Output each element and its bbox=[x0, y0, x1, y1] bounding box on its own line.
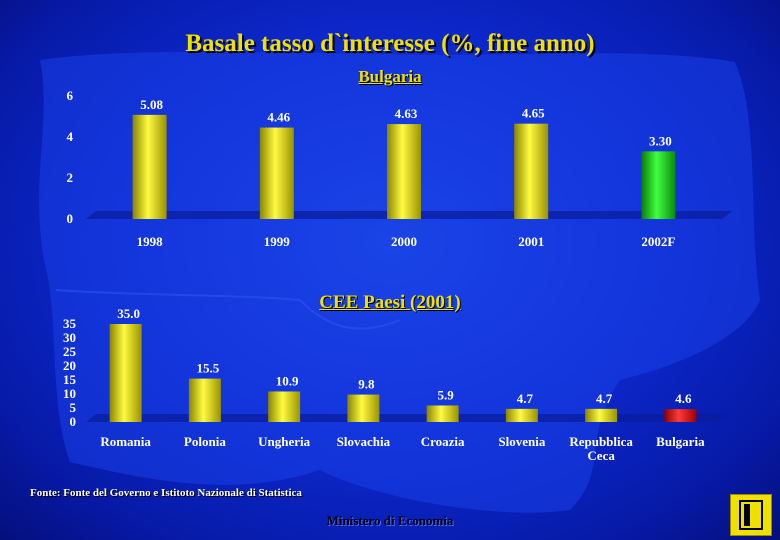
chart1-data-label: 4.63 bbox=[395, 106, 418, 121]
chart2-data-label: 4.6 bbox=[675, 391, 692, 406]
end-show-button[interactable] bbox=[730, 494, 772, 536]
chart2-ytick: 15 bbox=[63, 372, 77, 387]
chart1-data-label: 3.30 bbox=[649, 133, 672, 148]
chart2-bar bbox=[664, 409, 697, 422]
chart1-bar bbox=[514, 123, 549, 219]
chart1-category-label: 2002F bbox=[641, 234, 675, 249]
chart2-floor bbox=[86, 414, 730, 422]
chart2-ytick: 5 bbox=[70, 400, 77, 415]
chart2-data-label: 35.0 bbox=[117, 306, 140, 321]
chart2-bar bbox=[505, 408, 538, 422]
chart-title-cee: CEE Paesi (2001) bbox=[319, 292, 461, 313]
chart2-category-label: Ungheria bbox=[258, 434, 311, 449]
chart2-bar bbox=[268, 391, 301, 422]
chart2-data-label: 4.7 bbox=[596, 391, 613, 406]
chart1-bar bbox=[132, 114, 167, 219]
chart1-category-label: 2001 bbox=[518, 234, 544, 249]
chart2-bar bbox=[347, 394, 380, 422]
chart2-bar bbox=[109, 324, 142, 422]
chart2-ytick: 25 bbox=[63, 344, 77, 359]
chart2-category-label: Polonia bbox=[184, 434, 226, 449]
chart1-category-label: 1998 bbox=[137, 234, 164, 249]
chart1-category-label: 2000 bbox=[391, 234, 417, 249]
chart2-bar bbox=[585, 408, 618, 422]
source-note: Fonte: Fonte del Governo e Istitoto Nazi… bbox=[30, 487, 302, 499]
chart1-ytick: 6 bbox=[67, 88, 74, 103]
chart1-ytick: 4 bbox=[67, 129, 74, 144]
chart2-category-label: Repubblica Ceca bbox=[569, 434, 633, 463]
chart2-ytick: 30 bbox=[63, 330, 76, 345]
chart2-ytick: 20 bbox=[63, 358, 76, 373]
chart2-category-label: Croazia bbox=[421, 434, 465, 449]
chart1-data-label: 4.46 bbox=[267, 110, 290, 125]
chart1-data-label: 4.65 bbox=[522, 106, 545, 121]
chart1-bar bbox=[387, 124, 421, 219]
slide-title: Basale tasso d`interesse (%, fine anno) bbox=[185, 30, 595, 57]
chart1-bar bbox=[259, 127, 294, 219]
chart1-ytick: 0 bbox=[67, 211, 74, 226]
chart2-ytick: 0 bbox=[70, 414, 77, 429]
chart2-data-label: 4.7 bbox=[517, 391, 534, 406]
chart2-bar bbox=[426, 405, 459, 422]
chart2-category-label: Romania bbox=[100, 434, 151, 449]
chart2-data-label: 9.8 bbox=[358, 377, 375, 392]
chart1-bar bbox=[641, 151, 676, 219]
end-of-show-icon bbox=[739, 500, 763, 530]
chart2-data-label: 15.5 bbox=[197, 361, 220, 376]
chart2-category-label: Slovenia bbox=[498, 434, 545, 449]
chart1-ytick: 2 bbox=[67, 170, 74, 185]
chart2-category-label: Slovachia bbox=[337, 434, 391, 449]
chart1-data-label: 5.08 bbox=[140, 97, 163, 112]
chart2-category-label: Bulgaria bbox=[656, 434, 705, 449]
chart2-ytick: 35 bbox=[63, 316, 77, 331]
chart2-data-label: 10.9 bbox=[276, 373, 299, 388]
ministry-label: Ministero di Economia bbox=[326, 513, 454, 528]
chart2-data-label: 5.9 bbox=[438, 387, 455, 402]
chart1-category-label: 1999 bbox=[264, 234, 291, 249]
chart-title-bulgaria: Bulgaria bbox=[358, 67, 422, 86]
chart2-bar bbox=[188, 378, 221, 422]
chart2-ytick: 10 bbox=[63, 386, 76, 401]
